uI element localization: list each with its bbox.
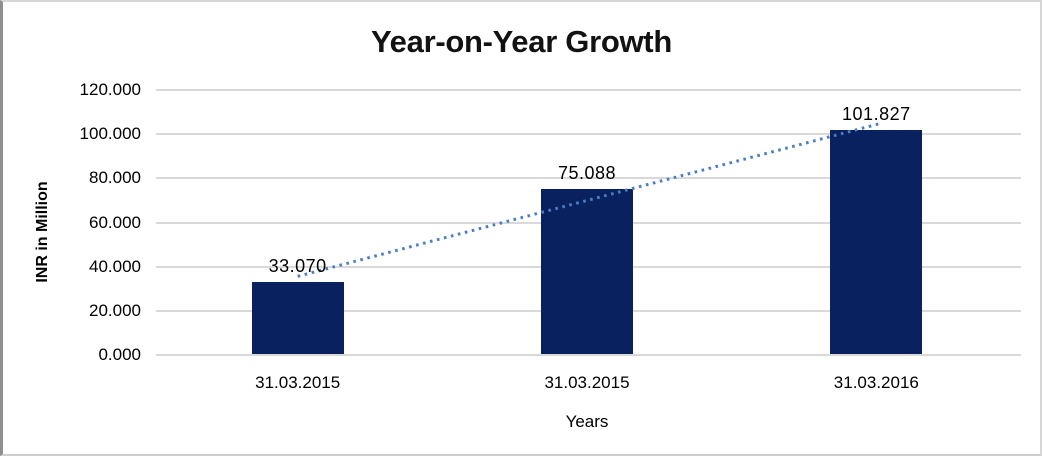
bar xyxy=(830,130,923,354)
bar-value-label: 75.088 xyxy=(557,163,617,184)
y-tick-label: 40.000 xyxy=(89,256,141,276)
y-tick-label: 80.000 xyxy=(89,168,141,188)
y-tick-label: 60.000 xyxy=(89,212,141,232)
gridline xyxy=(156,89,1021,91)
y-tick-label: 20.000 xyxy=(89,300,141,320)
y-tick-label: 120.000 xyxy=(79,80,141,99)
x-tick-label: 31.03.2016 xyxy=(833,373,919,392)
x-axis-title: Years xyxy=(565,412,609,431)
bar xyxy=(541,189,633,354)
bar-value-label: 101.827 xyxy=(842,104,911,125)
chart-title: Year-on-Year Growth xyxy=(371,24,672,59)
bar-value-label: 33.070 xyxy=(268,255,327,276)
y-tick-label: 0.000 xyxy=(98,345,141,364)
gridline xyxy=(156,354,1021,356)
y-tick-label: 100.000 xyxy=(79,124,141,144)
bar xyxy=(251,281,344,354)
plot-area: 0.000 20.000 40.000 60.000 80.000 100.000 120.… xyxy=(3,2,1040,454)
x-tick-label: 31.03.2015 xyxy=(544,373,630,392)
x-tick-label: 31.03.2015 xyxy=(255,373,341,392)
